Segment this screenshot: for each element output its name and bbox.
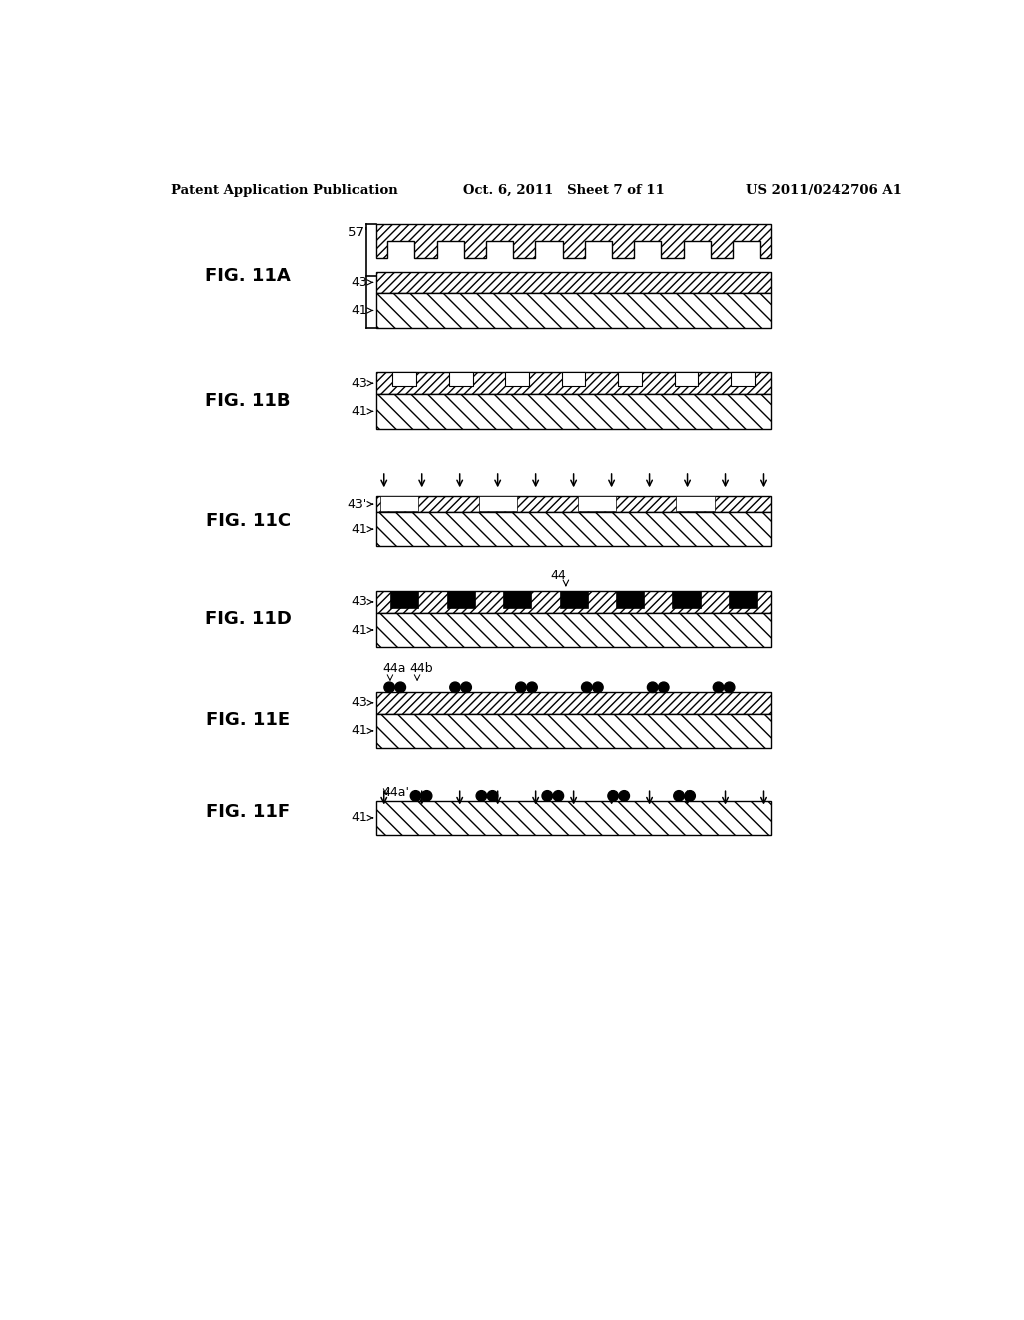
Bar: [376, 800, 771, 836]
Bar: [503, 591, 531, 609]
Circle shape: [487, 791, 498, 801]
Circle shape: [516, 682, 526, 693]
Bar: [390, 591, 419, 609]
Polygon shape: [376, 224, 771, 257]
Bar: [376, 496, 771, 512]
Bar: [559, 591, 588, 609]
Bar: [376, 293, 771, 327]
Bar: [376, 612, 771, 647]
Text: FIG. 11C: FIG. 11C: [206, 512, 291, 531]
Text: 41: 41: [351, 523, 373, 536]
Circle shape: [542, 791, 553, 801]
Text: 43: 43: [351, 696, 373, 709]
Bar: [380, 496, 419, 511]
Bar: [616, 591, 644, 609]
Text: 43: 43: [351, 376, 373, 389]
Bar: [673, 591, 700, 609]
Text: 44a: 44a: [382, 663, 406, 676]
Bar: [618, 372, 642, 387]
Bar: [677, 496, 715, 511]
Bar: [446, 591, 475, 609]
Circle shape: [618, 791, 630, 801]
Bar: [479, 496, 517, 511]
Text: FIG. 11E: FIG. 11E: [206, 711, 290, 729]
Bar: [731, 372, 755, 387]
Circle shape: [593, 682, 603, 693]
Circle shape: [476, 791, 486, 801]
Circle shape: [647, 682, 658, 693]
Text: 41: 41: [351, 623, 373, 636]
Bar: [449, 372, 472, 387]
Text: 44b: 44b: [410, 663, 433, 676]
Text: Oct. 6, 2011   Sheet 7 of 11: Oct. 6, 2011 Sheet 7 of 11: [463, 185, 665, 197]
Bar: [392, 372, 416, 387]
Circle shape: [658, 682, 669, 693]
Circle shape: [724, 682, 735, 693]
Bar: [376, 591, 771, 612]
Circle shape: [450, 682, 461, 693]
Text: 43': 43': [347, 498, 373, 511]
Circle shape: [461, 682, 471, 693]
Text: US 2011/0242706 A1: US 2011/0242706 A1: [746, 185, 902, 197]
Text: FIG. 11D: FIG. 11D: [205, 610, 292, 628]
Text: FIG. 11B: FIG. 11B: [206, 392, 291, 409]
Bar: [562, 372, 586, 387]
Bar: [376, 512, 771, 546]
Bar: [376, 272, 771, 293]
Text: 41: 41: [351, 812, 373, 825]
Circle shape: [674, 791, 684, 801]
Circle shape: [384, 682, 394, 693]
Text: 44a': 44a': [382, 785, 410, 799]
Circle shape: [685, 791, 695, 801]
Bar: [376, 714, 771, 748]
Text: 57': 57': [347, 226, 369, 239]
Text: 41: 41: [351, 725, 373, 738]
Bar: [578, 496, 616, 511]
Text: 41: 41: [351, 304, 373, 317]
Circle shape: [582, 682, 592, 693]
Circle shape: [714, 682, 724, 693]
Bar: [376, 692, 771, 714]
Circle shape: [421, 791, 432, 801]
Bar: [505, 372, 529, 387]
Text: Patent Application Publication: Patent Application Publication: [171, 185, 397, 197]
Text: 44: 44: [550, 569, 566, 582]
Bar: [376, 395, 771, 429]
Text: 43: 43: [351, 595, 373, 609]
Circle shape: [608, 791, 618, 801]
Text: FIG. 11F: FIG. 11F: [206, 803, 290, 821]
Text: 41: 41: [351, 405, 373, 418]
Bar: [729, 591, 757, 609]
Bar: [675, 372, 698, 387]
Circle shape: [411, 791, 421, 801]
Bar: [376, 372, 771, 395]
Text: FIG. 11A: FIG. 11A: [205, 267, 291, 285]
Circle shape: [395, 682, 406, 693]
Circle shape: [526, 682, 538, 693]
Circle shape: [553, 791, 563, 801]
Text: 43: 43: [351, 276, 373, 289]
